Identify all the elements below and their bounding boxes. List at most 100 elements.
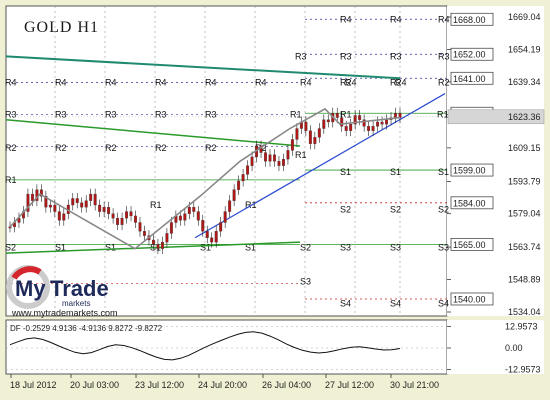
candle-body	[250, 156, 254, 166]
pivot-label-s4: S4	[390, 298, 401, 308]
pivot-label-r2: R2	[5, 143, 17, 153]
logo-trade: Trade	[50, 276, 109, 301]
x-tick-label: 23 Jul 12:00	[135, 380, 184, 390]
pivot-label-r2: R2	[438, 78, 450, 88]
candle-body	[62, 213, 66, 221]
watermark-url: www.mytrademarkets.com	[11, 308, 118, 318]
candle-body	[107, 207, 111, 214]
pivot-label-r2: R2	[390, 78, 402, 88]
candle-body	[129, 211, 133, 217]
candle-body	[286, 150, 290, 160]
y-tick-label: 1534.04	[508, 307, 541, 317]
y-tick-label: 1579.04	[508, 209, 541, 219]
pivot-label-r3: R3	[390, 51, 402, 61]
pivot-label-r4: R4	[340, 14, 352, 24]
logo-markets: markets	[62, 299, 90, 308]
y-tick-label: 1593.79	[508, 176, 541, 186]
logo-my: My	[15, 276, 46, 301]
pivot-label-r2: R2	[105, 143, 117, 153]
x-tick-label: 26 Jul 04:00	[262, 380, 311, 390]
candle-body	[344, 126, 348, 131]
candle-body	[376, 121, 380, 127]
y-tick-label: 1548.89	[508, 275, 541, 285]
candle-body	[228, 200, 232, 212]
candle-body	[98, 204, 102, 212]
pivot-label-s1: S1	[438, 167, 449, 177]
candle-body	[156, 244, 160, 249]
pivot-label-s2: S2	[438, 204, 449, 214]
candle-body	[313, 137, 317, 144]
candle-body	[44, 196, 48, 208]
price-level-box	[450, 47, 494, 61]
candle-body	[340, 117, 344, 127]
candle-body	[210, 237, 214, 243]
x-tick-label: 27 Jul 12:00	[325, 380, 374, 390]
pivot-label-r4: R4	[300, 78, 312, 88]
price-series	[6, 107, 447, 255]
pivot-label-r4: R4	[395, 78, 407, 88]
candle-body	[308, 130, 312, 144]
candle-body	[335, 113, 339, 118]
candle-body	[125, 211, 129, 219]
price-level-label: 1599.00	[453, 166, 486, 176]
logo-swoosh-icon	[11, 266, 42, 280]
candle-body	[290, 139, 294, 151]
price-level-label: 1540.00	[453, 294, 486, 304]
x-axis-ticks: 18 Jul 2012 20 Jul 03:00 23 Jul 12:00 24 Ju…	[10, 374, 439, 390]
pivot-label-r4: R4	[390, 14, 402, 24]
pivot-label-r2: R2	[55, 143, 67, 153]
pivot-label-r3: R3	[155, 109, 167, 119]
pivot-label-s1: S1	[340, 167, 351, 177]
pivot-label-r1: R1	[340, 109, 352, 119]
pivot-label-r3: R3	[295, 51, 307, 61]
ind-tick-label: 12.9573	[505, 322, 538, 332]
pivot-label-r1: R1	[295, 150, 307, 160]
x-tick-label: 30 Jul 21:00	[390, 380, 439, 390]
indicator-ticks: 12.9573 0.00 -12.9573	[447, 322, 541, 374]
candle-body	[241, 174, 245, 182]
zigzag-line	[9, 107, 401, 250]
candle-body	[75, 198, 79, 203]
lower-channel-line	[5, 241, 301, 254]
support-trendline	[194, 93, 446, 239]
candle-body	[214, 231, 218, 243]
pivot-label-r4: R4	[105, 78, 117, 88]
candle-body	[151, 239, 155, 245]
pivot-label-r1: R1	[437, 109, 449, 119]
ind-tick-label: 0.00	[505, 343, 523, 353]
candle-body	[322, 119, 326, 129]
pivot-label-r3: R3	[55, 109, 67, 119]
pivot-label-r3: R3	[5, 109, 17, 119]
candle-body	[380, 121, 384, 125]
pivot-label-r2: R2	[205, 143, 217, 153]
candle-body	[116, 217, 120, 225]
candle-body	[169, 222, 173, 234]
candle-body	[71, 198, 75, 206]
pivot-label-s1: S1	[245, 243, 256, 253]
pivot-label-r4: R4	[345, 78, 357, 88]
y-tick-label: 1563.74	[508, 242, 541, 252]
plot-area	[5, 5, 448, 317]
candle-body	[84, 200, 88, 208]
candle-body	[232, 189, 236, 201]
pivot-label-r2: R2	[340, 78, 352, 88]
candle-body	[53, 204, 57, 212]
candle-body	[196, 211, 200, 221]
pivot-label-s1: S1	[105, 243, 116, 253]
pivot-label-s2: S2	[390, 204, 401, 214]
candle-body	[89, 193, 93, 201]
price-level-label: 1652.00	[453, 50, 486, 60]
price-level-box	[450, 292, 494, 306]
candle-body	[219, 222, 223, 232]
candle-body	[111, 213, 115, 219]
candle-body	[26, 193, 30, 212]
pivot-label-s1: S1	[390, 167, 401, 177]
indicator-panel	[5, 319, 448, 375]
pivot-label-s2: S2	[5, 243, 16, 253]
x-tick-label: 18 Jul 2012	[10, 380, 57, 390]
grid	[54, 6, 401, 316]
ind-line	[9, 331, 401, 361]
pivot-label-r4: R4	[255, 78, 267, 88]
